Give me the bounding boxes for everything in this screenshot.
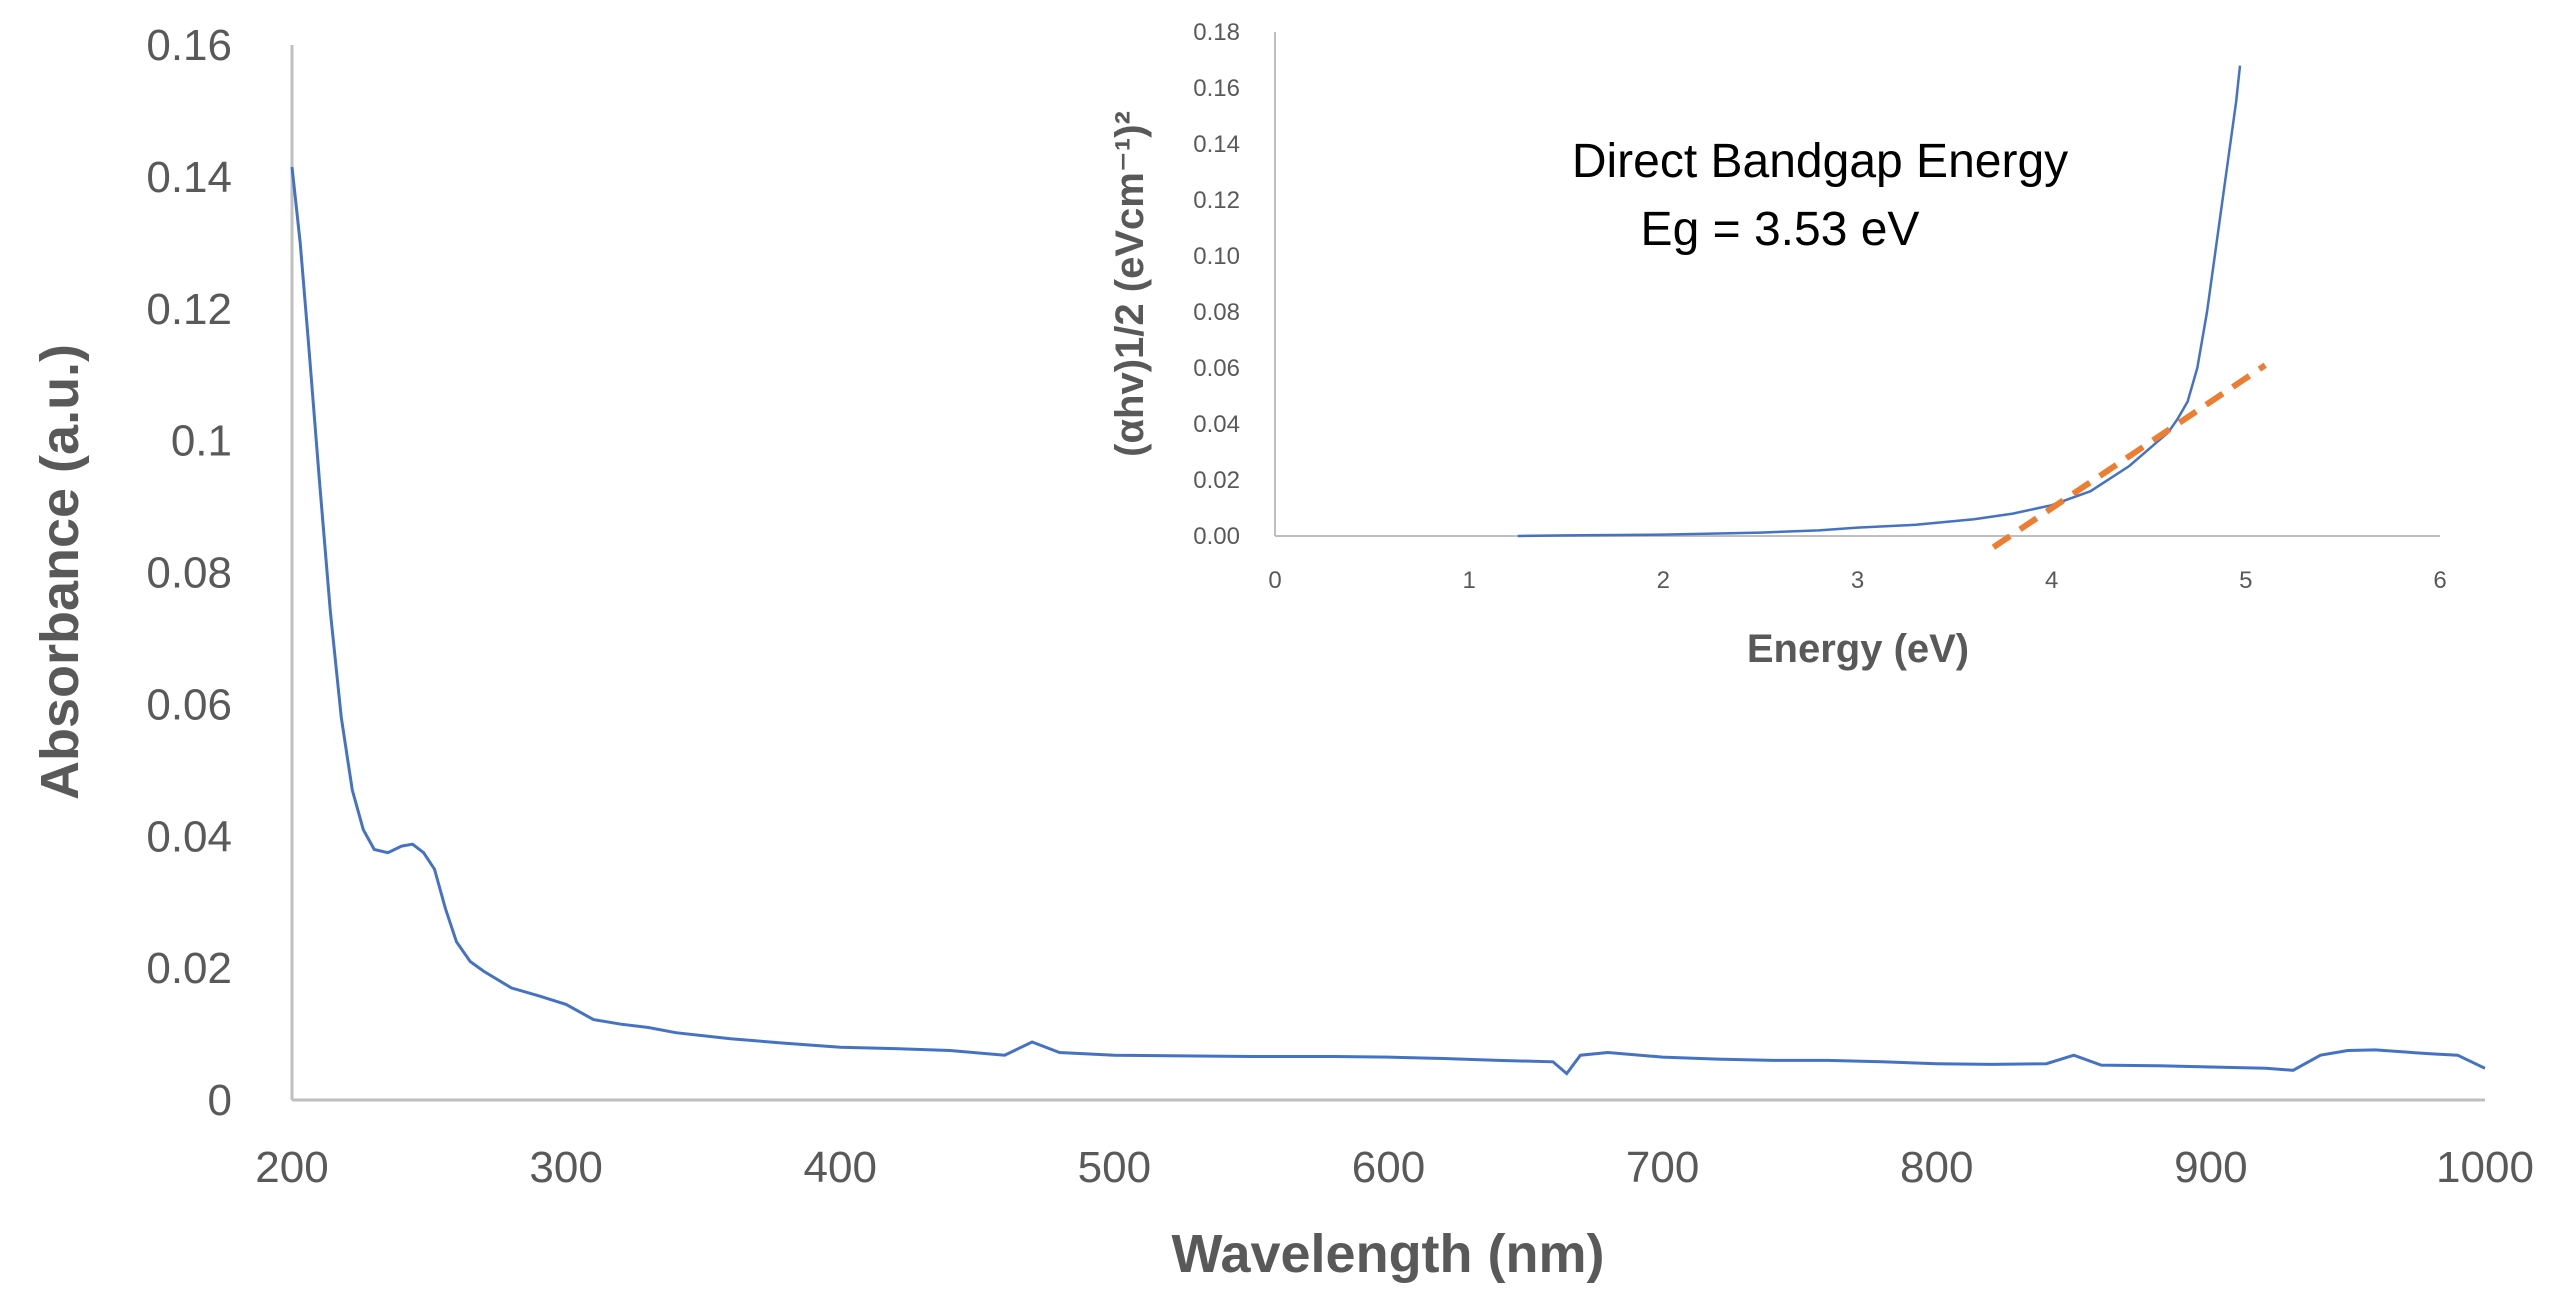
main-chart: 0 0.02 0.04 0.06 0.08 0.1 0.12 0.14 0.16 200 300 4…: [30, 21, 2534, 1284]
x-tick-label: 500: [1078, 1143, 1151, 1192]
main-x-tick-labels: 200 300 400 500 600 700 800 900 1000: [255, 1143, 2534, 1192]
x-tick-label: 700: [1626, 1143, 1699, 1192]
y-tick-label: 0.1: [171, 417, 232, 466]
x-tick-label: 4: [2045, 567, 2058, 594]
x-tick-label: 200: [255, 1143, 328, 1192]
y-tick-label: 0.02: [1193, 467, 1240, 494]
y-tick-label: 0.00: [1193, 523, 1240, 550]
inset-background: [1270, 25, 2500, 545]
y-tick-label: 0.06: [146, 680, 232, 729]
y-tick-label: 0.12: [1193, 187, 1240, 214]
y-tick-label: 0.08: [146, 549, 232, 598]
y-tick-label: 0.06: [1193, 355, 1240, 382]
y-tick-label: 0.14: [146, 153, 232, 202]
inset-y-axis-title: (αhv)1/2 (eVcm⁻¹)²: [1108, 111, 1152, 457]
y-tick-label: 0.08: [1193, 299, 1240, 326]
bandgap-annotation-value: Eg = 3.53 eV: [1641, 203, 1920, 256]
main-y-tick-labels: 0 0.02 0.04 0.06 0.08 0.1 0.12 0.14 0.16: [146, 21, 232, 1125]
x-tick-label: 400: [804, 1143, 877, 1192]
x-tick-label: 800: [1900, 1143, 1973, 1192]
y-tick-label: 0.04: [1193, 411, 1240, 438]
y-tick-label: 0.16: [146, 21, 232, 70]
x-tick-label: 900: [2174, 1143, 2247, 1192]
x-tick-label: 1000: [2436, 1143, 2534, 1192]
y-tick-label: 0.16: [1193, 75, 1240, 102]
main-x-axis-title: Wavelength (nm): [1171, 1224, 1604, 1284]
y-tick-label: 0.14: [1193, 131, 1240, 158]
inset-chart: 0.00 0.02 0.04 0.06 0.08 0.10 0.12 0.14 0.16 0.18…: [1108, 19, 2500, 671]
x-tick-label: 1: [1462, 567, 1475, 594]
y-tick-label: 0.18: [1193, 19, 1240, 46]
bandgap-annotation-title: Direct Bandgap Energy: [1572, 135, 2068, 188]
y-tick-label: 0.10: [1193, 243, 1240, 270]
y-tick-label: 0.12: [146, 285, 232, 334]
x-tick-label: 0: [1268, 567, 1281, 594]
inset-x-axis-title: Energy (eV): [1747, 627, 1969, 671]
x-tick-label: 300: [529, 1143, 602, 1192]
x-tick-label: 3: [1851, 567, 1864, 594]
y-tick-label: 0: [208, 1076, 232, 1125]
x-tick-label: 2: [1657, 567, 1670, 594]
linear-fit-dashed-line: [1991, 362, 2267, 550]
main-y-axis-title: Absorbance (a.u.): [30, 344, 90, 800]
y-tick-label: 0.04: [146, 812, 232, 861]
x-tick-label: 600: [1352, 1143, 1425, 1192]
x-tick-label: 6: [2433, 567, 2446, 594]
y-tick-label: 0.02: [146, 944, 232, 993]
x-tick-label: 5: [2239, 567, 2252, 594]
inset-x-tick-labels: 0 1 2 3 4 5 6: [1268, 567, 2446, 594]
absorbance-series-line: [290, 166, 2486, 1076]
bandgap-series-line: [1517, 65, 2242, 538]
inset-y-tick-labels: 0.00 0.02 0.04 0.06 0.08 0.10 0.12 0.14 0.16 0.18: [1193, 19, 1240, 550]
